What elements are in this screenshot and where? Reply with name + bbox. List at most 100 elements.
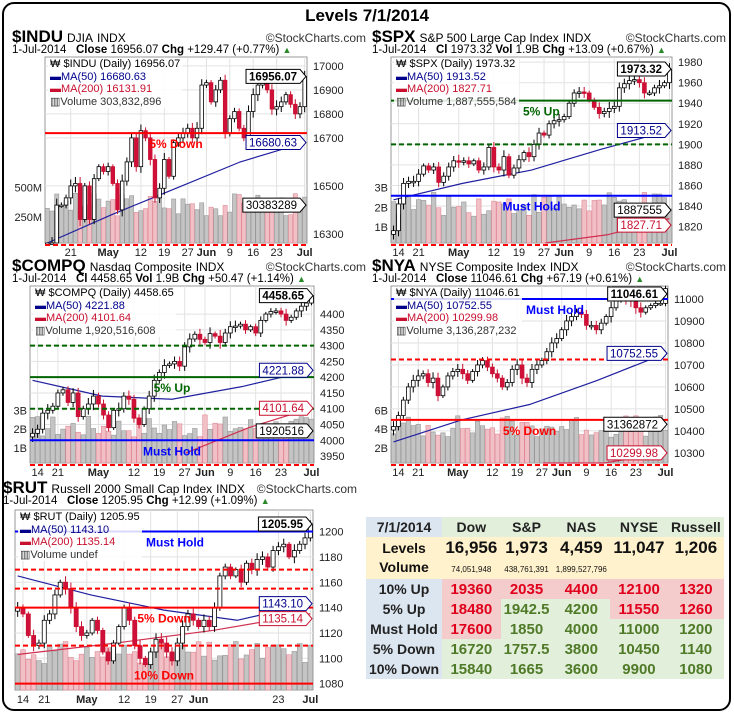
volume-bar xyxy=(274,208,279,244)
legend-volume: ▥Volume 3,136,287,232 xyxy=(396,325,520,338)
candle xyxy=(253,326,259,334)
volume-bar xyxy=(566,207,572,244)
volume-bar xyxy=(265,647,271,691)
x-tick-label: 16 xyxy=(608,247,620,259)
legend-ma200: ▬MA(200) 16131.91 xyxy=(50,83,153,95)
volume-bar xyxy=(431,192,437,244)
volume-bar xyxy=(288,214,294,244)
candle xyxy=(658,302,663,306)
candle xyxy=(581,91,587,94)
y-tick-label: 10500 xyxy=(674,404,705,416)
value-flag-label: 1973.32 xyxy=(620,64,662,76)
y-tick-label: 1140 xyxy=(319,603,343,615)
legend-ma50: ▬MA(50) 16680.63 xyxy=(50,70,146,83)
change-label: Chg xyxy=(520,273,544,285)
volume-bar xyxy=(470,432,476,464)
x-tick-label: 16 xyxy=(250,467,262,479)
candle xyxy=(541,132,547,136)
volume-bar xyxy=(213,208,219,244)
volume-bar xyxy=(559,426,565,464)
chart-quote-line: 1-Jul-2014 Close 11046.61 Chg +67.19 (+0… xyxy=(372,273,730,287)
candle xyxy=(608,307,614,317)
level-value: 16,956 xyxy=(442,537,501,559)
quote-date: 1-Jul-2014 xyxy=(12,273,67,285)
chart-quote-line: 1-Jul-2014 Cl 4458.65 Vol 1.9B Chg +50.4… xyxy=(12,273,370,287)
candle xyxy=(546,123,552,136)
candle xyxy=(148,651,154,666)
candle xyxy=(243,323,248,331)
candle xyxy=(401,182,406,205)
volume-value: 74,051,948 xyxy=(442,559,501,579)
value-flag xyxy=(258,611,313,627)
change-label: Chg xyxy=(146,495,169,507)
exchange: INDX xyxy=(562,31,592,45)
candle xyxy=(59,204,64,207)
volume-bar xyxy=(441,215,447,244)
volume-bar xyxy=(110,199,116,244)
candle xyxy=(302,76,307,108)
candle xyxy=(441,175,446,183)
candle xyxy=(584,313,589,326)
volume-bar xyxy=(185,203,191,244)
close-label: Close xyxy=(435,273,468,285)
x-tick-label: 14 xyxy=(392,247,404,259)
candle xyxy=(228,566,233,577)
volume-bar xyxy=(211,659,218,691)
candle xyxy=(288,316,294,321)
candle xyxy=(101,166,106,172)
volume-bar xyxy=(573,417,580,464)
change-value: +129.47 (+0.77%) xyxy=(187,44,280,56)
volume-bar xyxy=(204,215,209,244)
candle xyxy=(495,373,500,379)
volume-bar xyxy=(84,646,90,691)
candle xyxy=(561,116,567,121)
candle xyxy=(268,311,274,315)
volume-bars-icon: ▥ xyxy=(396,324,407,337)
volume-bar xyxy=(237,427,244,464)
value-flag-label: 16680.63 xyxy=(249,138,297,150)
candle xyxy=(574,311,579,317)
close-value: 4458.65 xyxy=(90,273,133,285)
close-label: Cl xyxy=(75,273,88,285)
candle xyxy=(100,630,106,653)
volume-bar xyxy=(466,212,472,244)
level-row: 5% Up 18480 1942.5 4200 11550 1260 xyxy=(366,599,724,619)
volume-value: 1.9B xyxy=(155,273,180,285)
up-triangle-icon: ▲ xyxy=(656,45,666,55)
value-flag xyxy=(258,400,314,416)
candle xyxy=(461,160,467,163)
candle xyxy=(471,160,477,165)
y-tick-label: 10700 xyxy=(674,360,705,372)
y-tick-label: 10300 xyxy=(674,448,705,460)
volume-bar xyxy=(189,203,195,244)
volume-bar xyxy=(78,653,85,691)
candle xyxy=(297,543,303,551)
x-tick-label: 14 xyxy=(17,694,29,706)
volume-bar xyxy=(116,653,122,691)
x-tick-label: 9 xyxy=(583,467,589,479)
candle xyxy=(446,166,452,177)
y-tick-label: 4200 xyxy=(320,372,344,384)
candle xyxy=(657,85,662,89)
chart-panel-nya: $NYA NYSE Composite Index INDX ©StockCha… xyxy=(372,256,730,479)
candle xyxy=(263,313,269,321)
volume-bar xyxy=(460,428,466,464)
value-flag-label: 1205.95 xyxy=(261,519,303,531)
volume-bar xyxy=(156,432,162,464)
value-flag-label: 1827.71 xyxy=(620,220,662,232)
x-tick-label: 19 xyxy=(153,467,165,479)
volume-bar xyxy=(440,432,446,464)
candle xyxy=(164,642,170,653)
volume-bar xyxy=(246,211,251,244)
candle xyxy=(129,137,134,163)
volume-tick-label: 6B xyxy=(375,405,388,417)
volume-bar xyxy=(152,201,158,244)
candle xyxy=(291,550,297,558)
legend-main: ₩ $COMPQ (Daily) 4458.65 xyxy=(35,287,174,300)
level-cell: 19360 xyxy=(442,579,501,599)
candle xyxy=(465,373,470,381)
candle xyxy=(190,613,196,621)
candle xyxy=(601,111,607,114)
up-triangle-icon: ▲ xyxy=(282,45,292,55)
volume-bar xyxy=(121,644,127,691)
